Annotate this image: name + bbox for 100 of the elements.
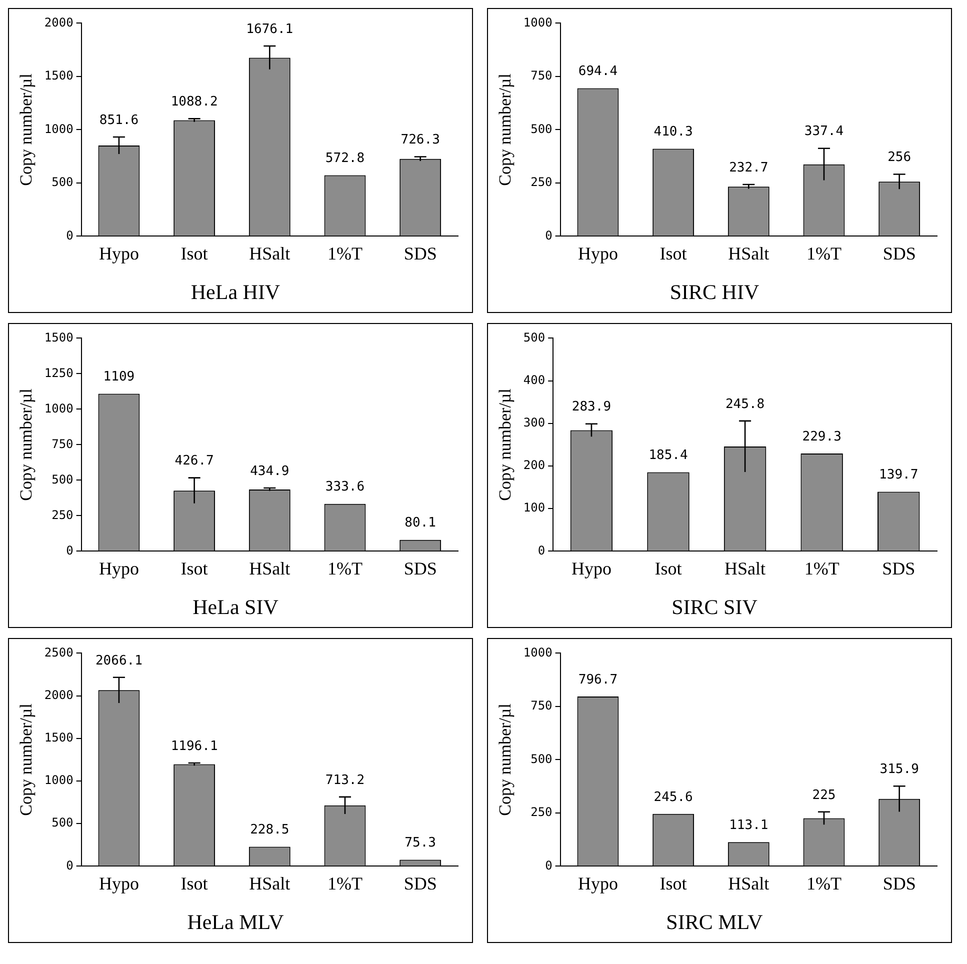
x-tick-label: 1%T <box>327 558 362 579</box>
y-axis-title: Copy number/µl <box>16 73 36 186</box>
x-tick-label: HSalt <box>249 874 290 894</box>
data-label: 1676.1 <box>246 22 294 37</box>
y-tick-label: 1500 <box>44 68 74 83</box>
y-tick-label: 0 <box>538 543 546 558</box>
y-tick-label: 750 <box>52 436 74 451</box>
data-label: 245.8 <box>725 396 765 412</box>
y-tick-label: 750 <box>530 698 552 713</box>
x-tick-label: Hypo <box>98 244 139 264</box>
text: HeLa MLV <box>187 910 284 934</box>
data-label: 851.6 <box>99 112 139 128</box>
y-tick-label: 0 <box>545 858 552 872</box>
x-tick-label: Hypo <box>578 244 618 264</box>
data-label: 434.9 <box>250 464 290 479</box>
data-label: 228.5 <box>250 822 290 838</box>
x-tick-label: Isot <box>180 558 208 579</box>
data-label: 225 <box>812 788 836 803</box>
y-tick-label: 1000 <box>44 122 74 136</box>
y-tick-label: 1000 <box>523 645 552 660</box>
y-tick-label: 0 <box>66 543 74 558</box>
y-tick-label: 500 <box>52 175 74 190</box>
y-tick-label: 250 <box>530 175 552 190</box>
x-tick-label: Hypo <box>98 874 139 894</box>
y-axis-title: Copy number/µl <box>16 703 36 816</box>
y-tick-label: 250 <box>530 805 552 820</box>
x-tick-label: HSalt <box>249 244 290 264</box>
data-label: 572.8 <box>325 151 365 166</box>
data-label: 283.9 <box>572 400 612 415</box>
data-label: 113.1 <box>729 818 768 833</box>
data-label: 315.9 <box>880 762 919 778</box>
y-tick-label: 500 <box>530 122 552 136</box>
x-tick-label: SDS <box>404 874 437 894</box>
y-tick-label: 1500 <box>44 330 74 344</box>
text: HeLa SIV <box>192 594 278 619</box>
x-tick-label: Isot <box>660 874 687 894</box>
y-tick-label: 1000 <box>44 401 74 416</box>
data-label: 426.7 <box>174 454 214 469</box>
data-label: 694.4 <box>578 64 618 80</box>
text: SIRC SIV <box>672 594 758 619</box>
data-label: 256 <box>888 150 912 166</box>
data-label: 245.6 <box>654 790 693 805</box>
y-tick-label: 500 <box>523 330 546 344</box>
y-tick-label: 750 <box>530 68 552 83</box>
data-label: 713.2 <box>325 772 365 788</box>
y-tick-label: 0 <box>66 858 74 872</box>
y-tick-label: 2000 <box>44 15 74 30</box>
y-axis-title: Copy number/µl <box>16 388 36 501</box>
x-tick-label: 1%T <box>327 874 362 894</box>
x-tick-label: 1%T <box>804 558 840 579</box>
x-tick-label: SDS <box>882 558 916 579</box>
y-tick-label: 200 <box>523 458 546 472</box>
x-tick-label: Isot <box>180 874 208 894</box>
y-axis-title: Copy number/µl <box>496 73 515 186</box>
data-label: 139.7 <box>879 468 918 483</box>
data-label: 726.3 <box>400 132 440 148</box>
y-tick-label: 100 <box>523 500 546 515</box>
data-label: 337.4 <box>804 124 844 140</box>
y-tick-label: 1000 <box>44 773 74 788</box>
x-tick-label: Hypo <box>98 558 139 579</box>
data-label: 1109 <box>103 370 135 385</box>
y-tick-label: 2000 <box>44 688 74 702</box>
x-tick-label: Hypo <box>578 874 618 894</box>
x-tick-label: HSalt <box>724 558 766 579</box>
data-label: 229.3 <box>802 429 842 444</box>
y-tick-label: 400 <box>523 372 546 387</box>
x-tick-label: SDS <box>404 558 437 579</box>
x-tick-label: SDS <box>882 874 916 894</box>
x-tick-label: 1%T <box>327 244 362 264</box>
text: SIRC MLV <box>666 910 763 934</box>
y-axis-title: Copy number/µl <box>496 388 515 501</box>
data-label: 80.1 <box>404 516 436 531</box>
y-tick-label: 0 <box>66 228 74 242</box>
x-tick-label: 1%T <box>806 244 842 264</box>
y-tick-label: 1000 <box>523 15 552 30</box>
data-label: 1088.2 <box>170 94 218 110</box>
x-tick-label: Isot <box>180 244 208 264</box>
x-tick-label: Hypo <box>571 558 612 579</box>
y-tick-label: 500 <box>52 472 74 486</box>
x-tick-label: Isot <box>654 558 682 579</box>
x-tick-label: HSalt <box>728 874 770 894</box>
data-label: 75.3 <box>404 836 436 851</box>
y-tick-label: 300 <box>523 416 546 430</box>
x-tick-label: HSalt <box>728 244 770 264</box>
y-tick-label: 2500 <box>44 645 74 660</box>
text: HeLa HIV <box>190 280 280 304</box>
y-tick-label: 1500 <box>44 730 74 745</box>
x-tick-label: Isot <box>660 244 687 264</box>
data-label: 333.6 <box>325 480 365 495</box>
y-axis-title: Copy number/µl <box>496 703 515 816</box>
data-label: 185.4 <box>648 448 688 464</box>
data-label: 232.7 <box>729 160 768 176</box>
y-tick-label: 0 <box>545 228 552 242</box>
y-tick-label: 500 <box>52 816 74 830</box>
x-tick-label: SDS <box>882 244 916 264</box>
y-tick-label: 250 <box>52 508 74 522</box>
x-tick-label: 1%T <box>806 874 842 894</box>
data-label: 410.3 <box>654 124 693 140</box>
data-label: 2066.1 <box>95 653 142 668</box>
text: SIRC HIV <box>670 280 760 304</box>
